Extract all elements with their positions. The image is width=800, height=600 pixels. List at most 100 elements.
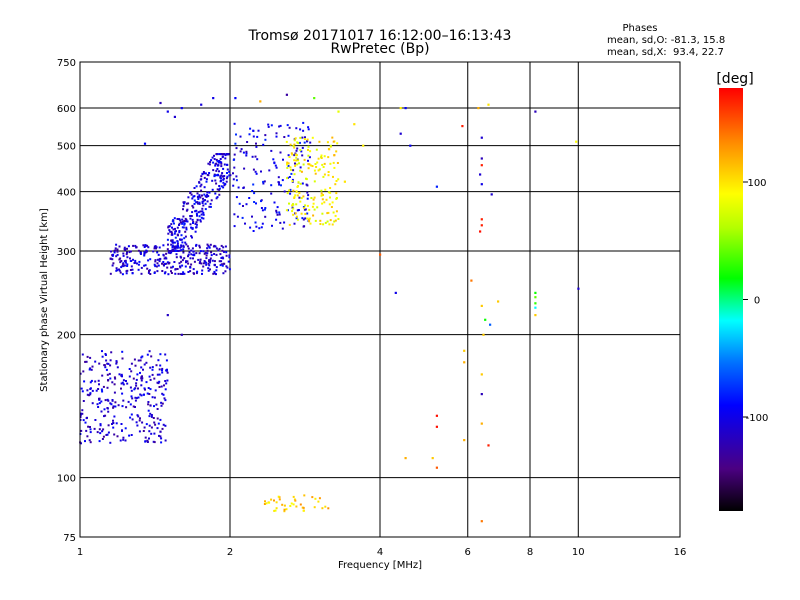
data-point bbox=[235, 147, 238, 150]
data-point bbox=[195, 243, 198, 246]
data-point bbox=[191, 197, 194, 200]
data-point bbox=[126, 269, 129, 272]
data-point bbox=[282, 158, 284, 161]
data-point bbox=[252, 230, 255, 232]
data-point bbox=[306, 140, 308, 143]
data-point bbox=[137, 396, 140, 399]
data-point bbox=[198, 262, 201, 265]
data-point bbox=[251, 190, 254, 192]
data-point bbox=[142, 368, 144, 371]
data-point bbox=[107, 424, 110, 427]
data-point bbox=[151, 373, 154, 376]
data-point bbox=[279, 221, 282, 224]
data-point bbox=[267, 125, 270, 128]
data-point bbox=[291, 180, 294, 183]
data-point bbox=[164, 263, 167, 265]
data-point bbox=[288, 189, 291, 192]
data-point bbox=[182, 205, 185, 208]
data-point bbox=[206, 174, 209, 176]
data-point bbox=[216, 160, 219, 163]
data-point bbox=[82, 419, 85, 422]
data-point bbox=[159, 418, 162, 421]
data-point bbox=[323, 162, 326, 165]
data-point bbox=[482, 333, 485, 336]
data-point bbox=[119, 261, 122, 264]
data-point bbox=[202, 211, 205, 214]
data-point bbox=[143, 253, 146, 256]
data-point bbox=[306, 204, 309, 207]
data-point bbox=[160, 437, 163, 440]
data-point bbox=[480, 164, 483, 167]
data-point bbox=[191, 204, 194, 207]
data-point bbox=[158, 386, 161, 388]
data-point bbox=[218, 185, 221, 187]
data-point bbox=[277, 181, 280, 184]
data-point bbox=[310, 197, 313, 199]
data-point bbox=[130, 362, 133, 365]
data-point bbox=[109, 359, 112, 362]
data-point bbox=[158, 258, 161, 261]
data-point bbox=[534, 291, 537, 294]
data-point bbox=[195, 272, 198, 275]
data-point bbox=[162, 254, 165, 257]
data-point bbox=[128, 251, 131, 254]
data-point bbox=[322, 166, 325, 168]
data-point bbox=[206, 247, 209, 250]
data-point bbox=[225, 251, 228, 254]
data-point bbox=[292, 207, 295, 210]
data-point bbox=[148, 424, 151, 427]
data-point bbox=[302, 506, 305, 509]
data-point bbox=[192, 257, 194, 260]
data-point bbox=[189, 270, 192, 273]
data-point bbox=[196, 196, 199, 198]
data-point bbox=[151, 366, 154, 369]
data-point bbox=[162, 393, 165, 396]
data-point bbox=[147, 271, 150, 274]
data-point bbox=[321, 212, 324, 215]
data-point bbox=[293, 222, 296, 225]
data-point bbox=[109, 377, 112, 380]
data-point bbox=[228, 256, 231, 259]
data-point bbox=[122, 263, 125, 265]
data-point bbox=[131, 418, 134, 421]
data-point bbox=[215, 174, 218, 177]
data-point bbox=[183, 202, 185, 205]
data-point bbox=[187, 202, 190, 205]
data-point bbox=[156, 251, 159, 254]
data-point bbox=[183, 272, 186, 275]
data-point bbox=[114, 249, 117, 252]
data-point bbox=[135, 378, 138, 381]
data-point bbox=[275, 211, 278, 214]
data-point bbox=[215, 162, 218, 165]
data-point bbox=[271, 224, 273, 227]
data-point bbox=[278, 498, 281, 501]
data-point bbox=[225, 177, 228, 180]
data-point bbox=[201, 269, 204, 272]
data-point bbox=[155, 247, 157, 250]
data-point bbox=[275, 209, 278, 212]
data-point bbox=[322, 223, 325, 226]
data-point bbox=[259, 100, 262, 103]
data-point bbox=[112, 262, 115, 265]
data-point bbox=[166, 379, 169, 382]
data-point bbox=[165, 257, 168, 260]
data-point bbox=[299, 128, 302, 131]
data-point bbox=[193, 199, 196, 202]
data-point bbox=[148, 393, 151, 395]
data-point bbox=[183, 201, 186, 204]
x-tick-label: 4 bbox=[377, 547, 383, 558]
data-point bbox=[147, 259, 150, 262]
data-point bbox=[89, 392, 92, 395]
data-point bbox=[243, 167, 246, 170]
data-point bbox=[262, 180, 265, 183]
data-point bbox=[254, 155, 257, 158]
data-point bbox=[319, 223, 322, 225]
data-point bbox=[141, 377, 144, 380]
data-point bbox=[312, 202, 315, 205]
data-point bbox=[245, 152, 248, 155]
data-point bbox=[534, 110, 537, 113]
data-point bbox=[200, 178, 203, 181]
data-point bbox=[235, 175, 238, 178]
data-point bbox=[221, 249, 224, 252]
data-point bbox=[194, 222, 197, 225]
